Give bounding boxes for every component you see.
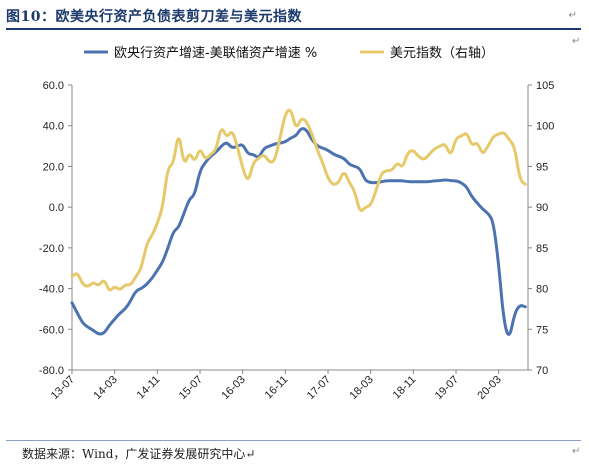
figure-title: 图10：欧美央行资产负债表剪刀差与美元指数: [6, 9, 302, 25]
chart-legend: 欧央行资产增速-美联储资产增速 % 美元指数（右轴）: [84, 46, 494, 61]
y-left-tick-label: -60.0: [39, 324, 64, 336]
x-tick-label: 17-07: [305, 374, 333, 402]
y-right-tick-label: 75: [536, 324, 548, 336]
x-tick-label: 14-03: [91, 374, 119, 402]
x-tick-label: 19-07: [433, 374, 461, 402]
y-left-tick-label: -40.0: [39, 284, 64, 296]
y-right-tick-label: 95: [536, 161, 548, 173]
source-rule: [6, 440, 581, 441]
y-right-tick-label: 85: [536, 243, 548, 255]
legend-label: 美元指数（右轴）: [390, 46, 494, 61]
x-tick-label: 14-11: [135, 374, 163, 402]
y-left-tick-label: 40.0: [43, 121, 64, 133]
y-right-tick-label: 80: [536, 284, 548, 296]
y-right-tick-label: 70: [536, 365, 548, 377]
y-right-tick-label: 105: [536, 80, 554, 92]
series-line-dollar-index: [70, 108, 527, 292]
x-tick-label: 18-03: [347, 374, 375, 402]
x-tick-label: 16-03: [219, 374, 247, 402]
source-note: 数据来源：Wind，广发证券发展研究中心↵: [22, 447, 256, 461]
y-left-tick-label: 20.0: [43, 161, 64, 173]
figure-header: 图10：欧美央行资产负债表剪刀差与美元指数 ↵: [6, 4, 583, 30]
title-rule: [6, 28, 581, 30]
y-right-tick-label: 90: [536, 202, 548, 214]
footer-paragraph-mark: ↵: [572, 446, 581, 457]
y-left-tick-label: 0.0: [49, 202, 64, 214]
x-tick-label: 15-07: [177, 374, 205, 402]
y-left-tick-label: -80.0: [39, 365, 64, 377]
legend-item-dollar-index: 美元指数（右轴）: [360, 46, 494, 61]
title-paragraph-mark: ↵: [568, 10, 577, 21]
x-tick-label: 18-11: [391, 374, 419, 402]
chart-area: -80.0 -60.0 -40.0 -20.0 0.0 20.0 40.0 60.0 70 75 8…: [0, 30, 589, 435]
x-tick-label: 13-07: [49, 374, 77, 402]
legend-item-balance-sheet-gap: 欧央行资产增速-美联储资产增速 %: [84, 46, 317, 61]
y-left-tick-label: -20.0: [39, 243, 64, 255]
x-tick-label: 20-03: [475, 374, 503, 402]
chart-paragraph-mark: ↵: [572, 36, 580, 47]
legend-label: 欧央行资产增速-美联储资产增速 %: [114, 46, 317, 61]
dual-axis-line-chart: -80.0 -60.0 -40.0 -20.0 0.0 20.0 40.0 60.0 70 75 8…: [39, 36, 580, 402]
y-left-tick-label: 60.0: [43, 80, 64, 92]
x-tick-label: 16-11: [263, 374, 291, 402]
y-right-tick-label: 100: [536, 121, 554, 133]
series-line-balance-sheet-gap: [70, 127, 527, 336]
